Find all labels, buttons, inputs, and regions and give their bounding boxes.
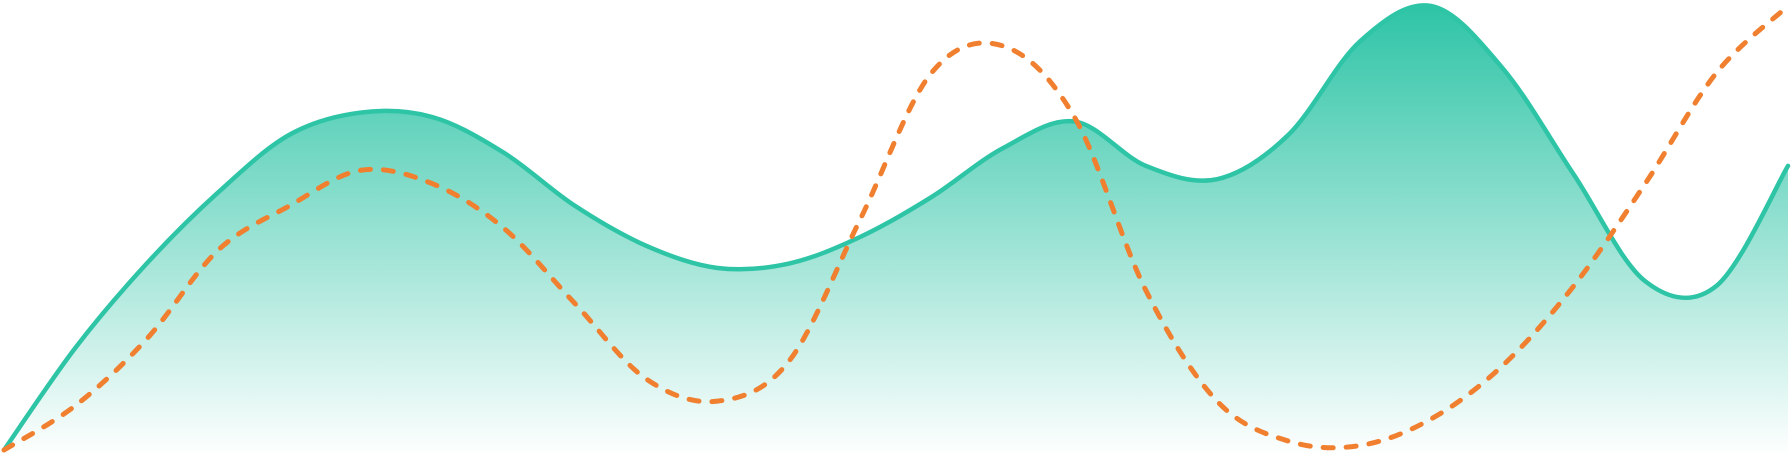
area-series-fill [4, 5, 1788, 457]
dashed-series-group [1, 3, 1791, 453]
dashed-series-line [1, 3, 1791, 453]
area-series-line [1, 3, 1791, 453]
area-series-group [1, 3, 1791, 457]
